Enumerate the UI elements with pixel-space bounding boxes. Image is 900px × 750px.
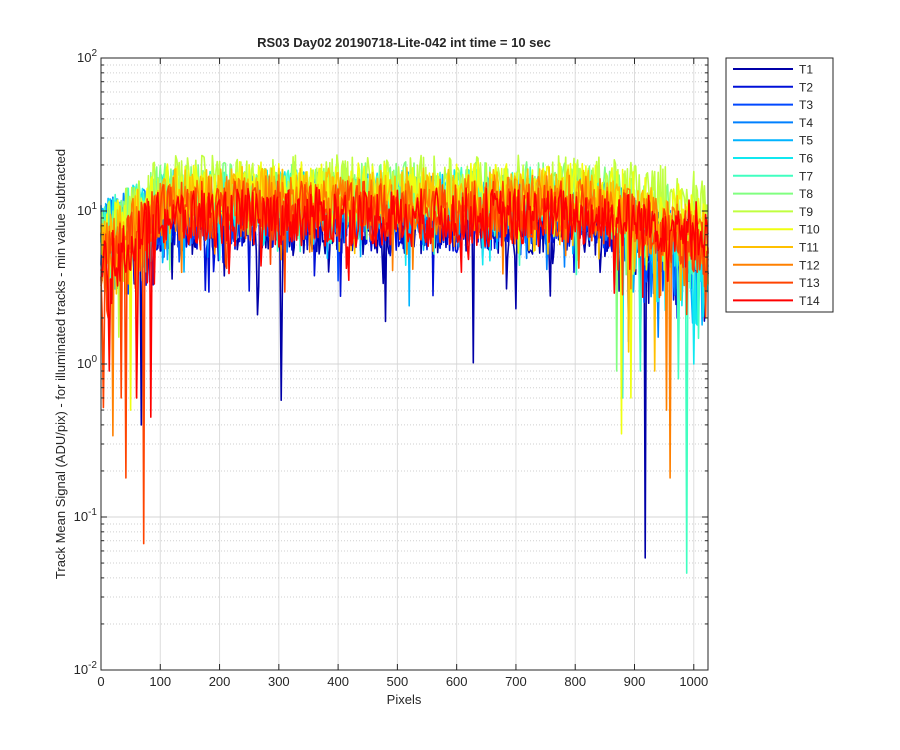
series-line-t14	[100, 186, 709, 418]
chart-title: RS03 Day02 20190718-Lite-042 int time = …	[257, 35, 551, 50]
legend: T1 T2 T3 T4 T5 T6 T7 T8 T9 T10 T11 T12 T13 T14	[725, 57, 834, 313]
legend-label-t8: T8	[799, 187, 813, 201]
legend-label-t9: T9	[799, 205, 813, 219]
tick-marks	[100, 57, 708, 671]
series-lines	[100, 154, 709, 574]
legend-label-t6: T6	[799, 152, 813, 166]
x-tick-label: 1000	[679, 674, 708, 689]
x-tick-label: 700	[505, 674, 527, 689]
y-tick-label: 10-2	[74, 660, 98, 677]
y-tick-label: 102	[77, 48, 97, 65]
legend-label-t11: T11	[799, 241, 819, 255]
legend-label-t10: T10	[799, 223, 820, 237]
x-tick-labels: 0 100 200 300 400 500 600 700 800 900 1000	[97, 674, 708, 689]
legend-label-t3: T3	[799, 98, 813, 112]
x-tick-label: 0	[97, 674, 104, 689]
plot-area	[100, 57, 709, 671]
x-tick-label: 900	[624, 674, 646, 689]
y-tick-label: 100	[77, 354, 97, 371]
x-tick-label: 200	[209, 674, 231, 689]
y-tick-label: 101	[77, 201, 97, 218]
legend-label-t2: T2	[799, 80, 813, 94]
x-tick-label: 800	[564, 674, 586, 689]
legend-label-t13: T13	[799, 276, 820, 290]
legend-label-t12: T12	[799, 258, 820, 272]
x-tick-label: 500	[387, 674, 409, 689]
x-axis-label: Pixels	[387, 692, 422, 707]
legend-label-t4: T4	[799, 116, 813, 130]
legend-label-t7: T7	[799, 169, 813, 183]
x-tick-label: 300	[268, 674, 290, 689]
x-tick-label: 400	[327, 674, 349, 689]
legend-label-t14: T14	[799, 294, 820, 308]
x-tick-label: 600	[446, 674, 468, 689]
y-tick-label: 10-1	[74, 507, 98, 524]
x-tick-label: 100	[149, 674, 171, 689]
legend-label-t1: T1	[799, 63, 813, 77]
legend-box	[725, 57, 834, 313]
y-tick-labels: 10-2 10-1 100 101 102	[74, 48, 98, 677]
y-axis-label: Track Mean Signal (ADU/pix) - for illumi…	[53, 149, 68, 579]
legend-label-t5: T5	[799, 134, 813, 148]
